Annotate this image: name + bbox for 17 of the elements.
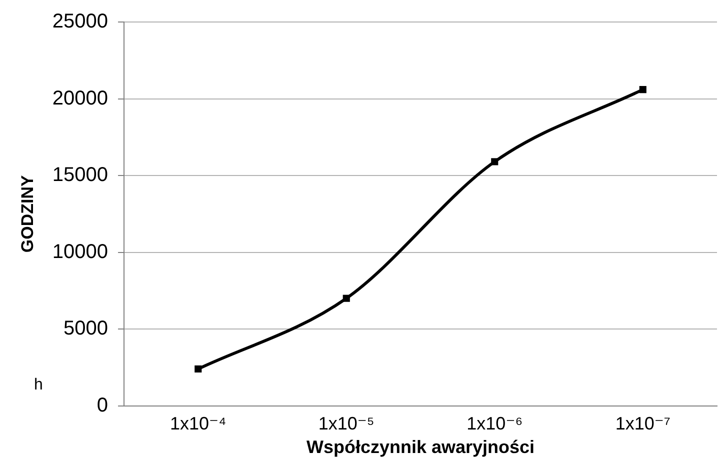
- y-tick-label: 25000: [52, 10, 108, 33]
- x-axis-title: Współczynnik awaryjności: [306, 437, 535, 458]
- x-tick-label: 1x10⁻⁶: [466, 414, 523, 434]
- text: h: [34, 376, 43, 394]
- point: [639, 86, 646, 94]
- x-tick-label: 1x10⁻⁴: [170, 414, 226, 434]
- y-tick-label: 15000: [52, 164, 108, 186]
- point: [491, 158, 498, 166]
- point: [342, 294, 350, 302]
- x-tick-label: 1x10⁻⁵: [318, 414, 374, 434]
- y-tick-label: 20000: [52, 87, 108, 110]
- x-tick-label: 1x10⁻⁷: [615, 414, 670, 434]
- y-tick-label: 0: [96, 394, 108, 416]
- point: [194, 365, 202, 372]
- y-axis-title: GODZINY: [18, 174, 37, 253]
- y-tick-label: 5000: [64, 318, 108, 340]
- y-tick-label: 10000: [52, 240, 108, 263]
